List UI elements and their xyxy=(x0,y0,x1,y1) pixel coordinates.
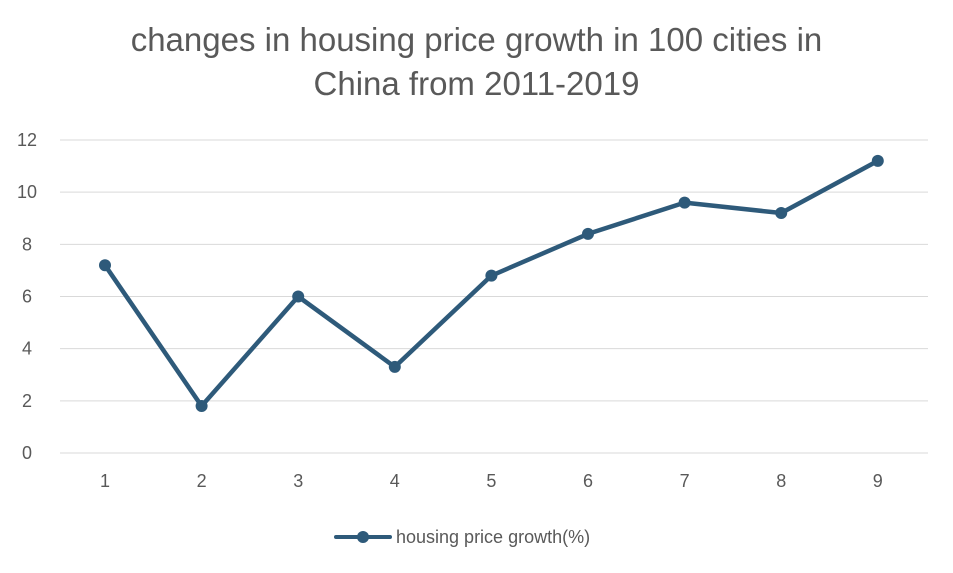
y-axis-ticks: 0 2 4 6 8 10 12 xyxy=(17,130,37,463)
data-point xyxy=(871,154,884,167)
x-tick-label: 7 xyxy=(680,471,690,491)
data-point xyxy=(775,207,788,220)
y-tick-label: 4 xyxy=(22,339,32,359)
gridlines xyxy=(60,139,928,454)
y-tick-label: 8 xyxy=(22,234,32,254)
legend: housing price growth(%) xyxy=(334,527,590,547)
data-point xyxy=(99,259,111,272)
data-point xyxy=(678,196,691,209)
x-tick-label: 4 xyxy=(390,471,400,491)
chart-title-line-1: changes in housing price growth in 100 c… xyxy=(130,21,823,58)
series-line xyxy=(102,158,881,409)
chart-title-line-2: China from 2011-2019 xyxy=(313,65,640,102)
x-tick-label: 8 xyxy=(776,471,786,491)
x-tick-label: 9 xyxy=(873,471,883,491)
data-point xyxy=(388,360,401,373)
series-group xyxy=(99,154,884,413)
y-tick-label: 0 xyxy=(22,443,32,463)
data-point xyxy=(292,290,305,303)
data-point xyxy=(195,400,208,413)
y-tick-label: 2 xyxy=(22,391,32,411)
legend-dot-marker xyxy=(357,531,369,543)
data-point xyxy=(582,227,594,240)
data-point xyxy=(485,269,498,282)
x-tick-label: 6 xyxy=(583,471,593,491)
y-tick-label: 10 xyxy=(17,182,37,202)
x-tick-label: 5 xyxy=(486,471,496,491)
x-tick-label: 3 xyxy=(293,471,303,491)
x-tick-label: 2 xyxy=(197,471,207,491)
x-tick-label: 1 xyxy=(100,471,110,491)
y-tick-label: 6 xyxy=(22,287,32,307)
x-axis-ticks: 1 2 3 4 5 6 7 8 9 xyxy=(100,471,883,491)
y-tick-label: 12 xyxy=(17,130,37,150)
chart-title: changes in housing price growth in 100 c… xyxy=(0,18,953,106)
legend-label: housing price growth(%) xyxy=(396,527,590,547)
